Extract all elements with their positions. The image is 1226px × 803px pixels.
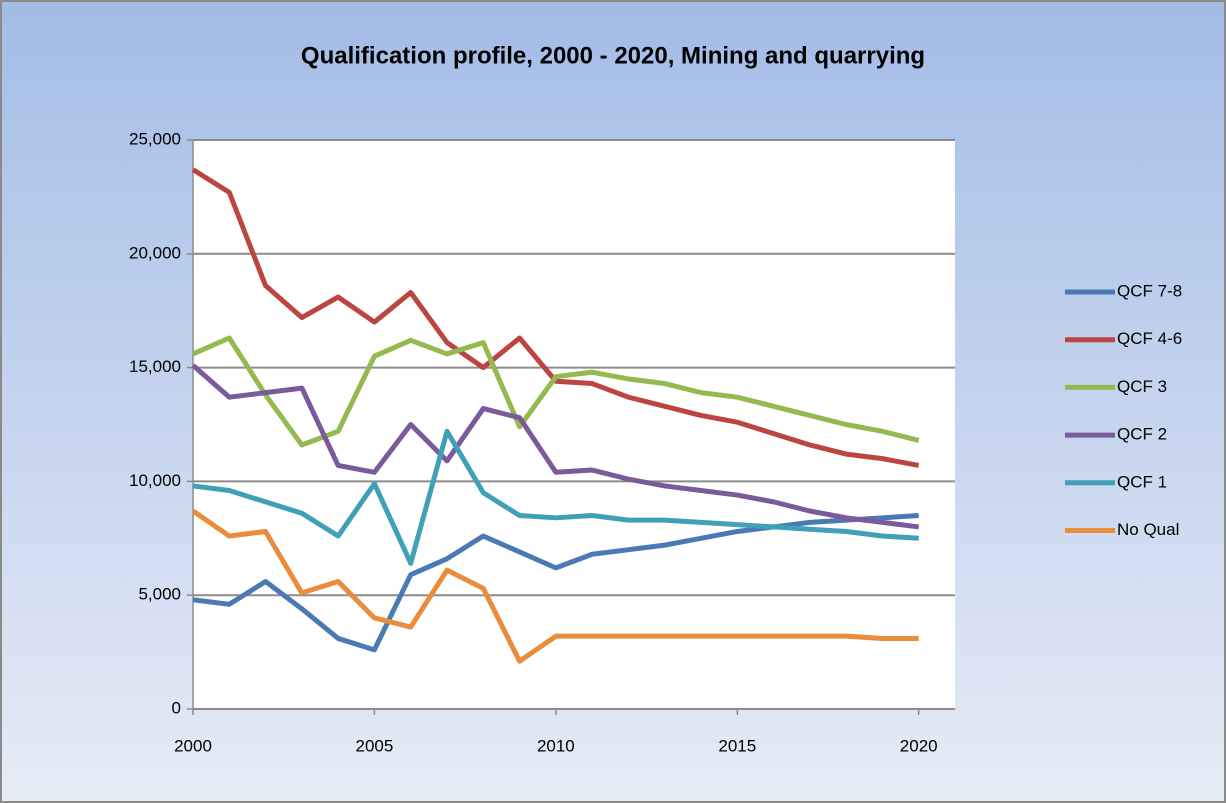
series-line [192,513,919,653]
legend-label: QCF 1 [1117,472,1167,491]
x-tick-label: 2020 [900,736,938,755]
legend-label: QCF 3 [1117,377,1167,396]
series-line [191,363,920,530]
y-tick-label: 15,000 [129,357,181,376]
y-tick-label: 20,000 [129,243,181,262]
series-line [191,335,920,448]
x-tick-label: 2015 [718,736,756,755]
series-line [191,167,920,468]
legend-label: QCF 4-6 [1117,329,1182,348]
legend-label: QCF 7-8 [1117,281,1182,300]
series-line [191,508,919,664]
x-tick-label: 2005 [356,736,394,755]
y-tick-label: 0 [172,698,181,717]
legend-label: No Qual [1117,520,1179,539]
series-line [192,428,919,566]
y-tick-label: 25,000 [129,129,181,148]
x-tick-label: 2000 [174,736,212,755]
x-tick-label: 2010 [537,736,575,755]
y-tick-label: 5,000 [138,585,181,604]
legend-label: QCF 2 [1117,425,1167,444]
y-tick-label: 10,000 [129,471,181,490]
chart-title: Qualification profile, 2000 - 2020, Mini… [301,42,925,69]
